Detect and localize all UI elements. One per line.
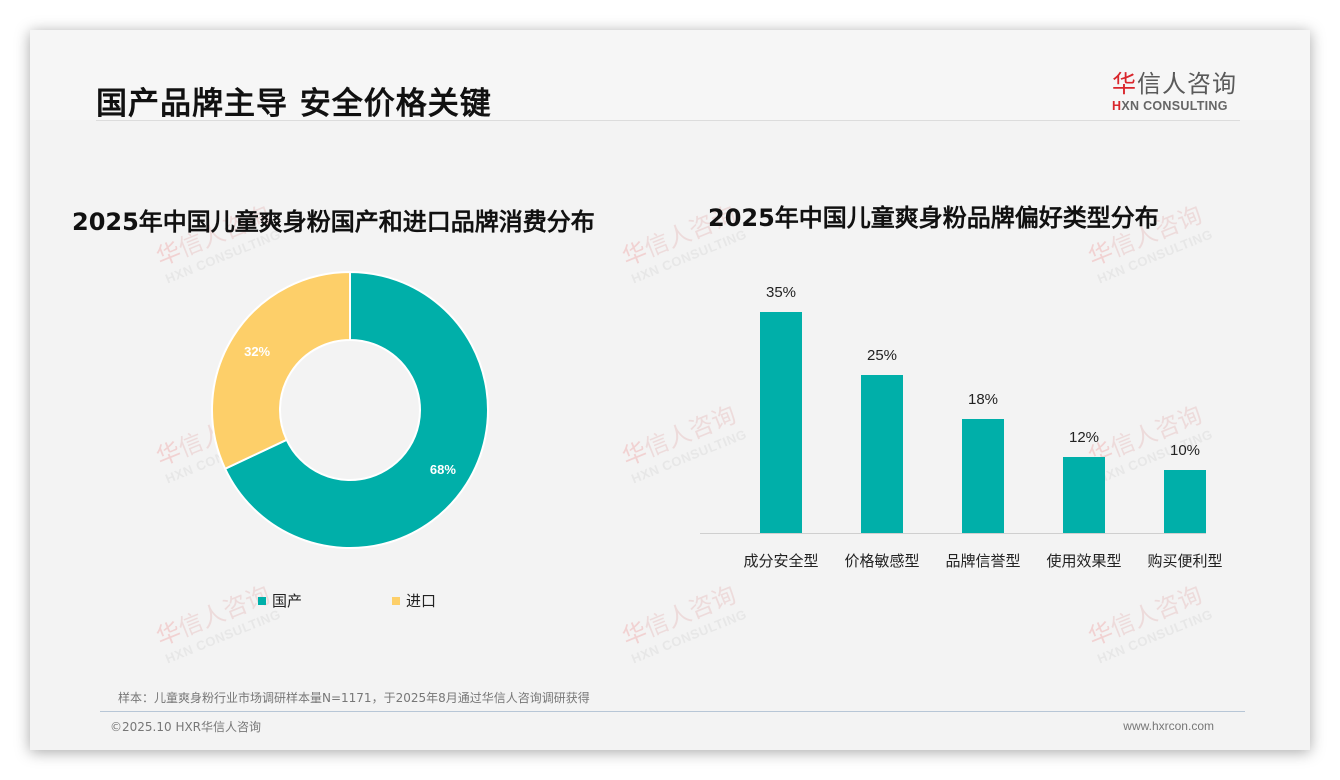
bar-value-label: 35% [765, 284, 797, 302]
bar-value-label: 25% [866, 347, 898, 365]
sample-note: 样本：儿童爽身粉行业市场调研样本量N=1171，于2025年8月通过华信人咨询调… [118, 691, 590, 705]
bar-category-label: 价格敏感型 [844, 552, 920, 570]
legend-swatch-yellow [392, 596, 400, 605]
bar [1063, 457, 1105, 533]
footer-divider [100, 711, 1245, 712]
header-divider [96, 120, 1240, 121]
copyright: ©2025.10 HXR华信人咨询 [110, 720, 262, 734]
header-band [30, 30, 1310, 120]
bar-category-label: 成分安全型 [743, 552, 819, 570]
bar [962, 419, 1004, 533]
donut-slice-0 [223, 270, 489, 549]
bar-category-label: 品牌信誉型 [945, 552, 1021, 570]
legend-item-domestic: 国产 [258, 590, 302, 611]
page-title: 国产品牌主导 安全价格关键 [96, 86, 492, 122]
bar [1164, 469, 1206, 533]
bar-chart-title: 2025年中国儿童爽身粉品牌偏好类型分布 [708, 204, 1159, 232]
logo-cn-first: 华 [1112, 70, 1137, 98]
bar-chart: 35% 成分安全型 25% 价格敏感型 18% 品牌信誉型 12% 使用效果型 10% 购买便利型 [700, 280, 1223, 580]
logo-en-first: H [1112, 99, 1122, 113]
legend-label: 国产 [272, 592, 303, 610]
logo-chinese: 华信人咨询 [1112, 64, 1242, 99]
legend-item-import: 进口 [392, 590, 436, 611]
donut-slice-1 [211, 270, 351, 471]
bar-value-label: 12% [1068, 429, 1100, 447]
logo-en-rest: XN CONSULTING [1121, 99, 1228, 113]
bar-category-label: 使用效果型 [1046, 552, 1122, 570]
bar-value-label: 18% [967, 391, 999, 409]
logo-cn-rest: 信人咨询 [1137, 70, 1237, 98]
bar-value-label: 10% [1169, 441, 1201, 459]
donut-label: 32% [244, 344, 270, 359]
bar [861, 375, 903, 533]
x-axis-line [700, 533, 1206, 534]
donut-chart: 68% 32% [211, 270, 489, 549]
bar-category-label: 购买便利型 [1147, 552, 1223, 570]
legend-label: 进口 [406, 592, 437, 610]
slide: 国产品牌主导 安全价格关键 华信人咨询 HXN CONSULTING 华信人咨询… [30, 30, 1310, 750]
website-link[interactable]: www.hxrcon.com [1123, 719, 1214, 733]
donut-label: 68% [430, 462, 456, 477]
company-logo: 华信人咨询 HXN CONSULTING [1112, 64, 1242, 113]
bar [760, 312, 802, 533]
donut-chart-title: 2025年中国儿童爽身粉国产和进口品牌消费分布 [72, 208, 595, 236]
legend-swatch-teal [258, 596, 266, 605]
logo-english: HXN CONSULTING [1112, 99, 1242, 113]
